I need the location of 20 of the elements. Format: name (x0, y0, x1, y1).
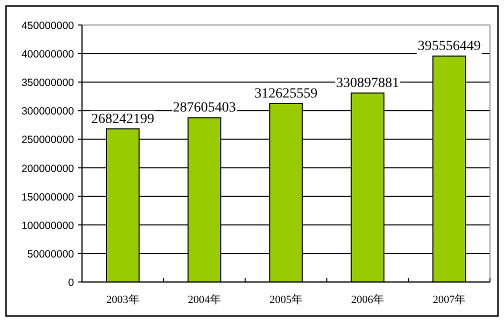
data-label: 395556449 (418, 39, 481, 54)
y-tick-label: 250000000 (21, 134, 74, 146)
x-tick-label: 2006年 (351, 294, 384, 306)
x-tick-label: 2004年 (188, 294, 221, 306)
y-tick-label: 350000000 (21, 77, 74, 90)
x-tick-label: 2005年 (270, 294, 302, 306)
y-tick-label: 50000000 (27, 248, 74, 260)
y-tick-label: 100000000 (21, 220, 74, 232)
data-label: 287605403 (172, 100, 236, 116)
data-label: 330897881 (336, 76, 400, 92)
y-tick-label: 0 (68, 277, 74, 289)
y-tick-label: 200000000 (21, 162, 74, 175)
y-tick-label: 150000000 (21, 191, 74, 204)
data-label: 268242199 (91, 112, 154, 127)
x-tick-label: 2003年 (106, 294, 140, 306)
x-tick-label: 2007年 (432, 294, 466, 306)
y-tick-label: 400000000 (21, 48, 74, 61)
y-tick-label: 450000000 (21, 20, 74, 32)
data-label: 312625559 (254, 86, 318, 102)
y-tick-label: 300000000 (21, 106, 74, 118)
